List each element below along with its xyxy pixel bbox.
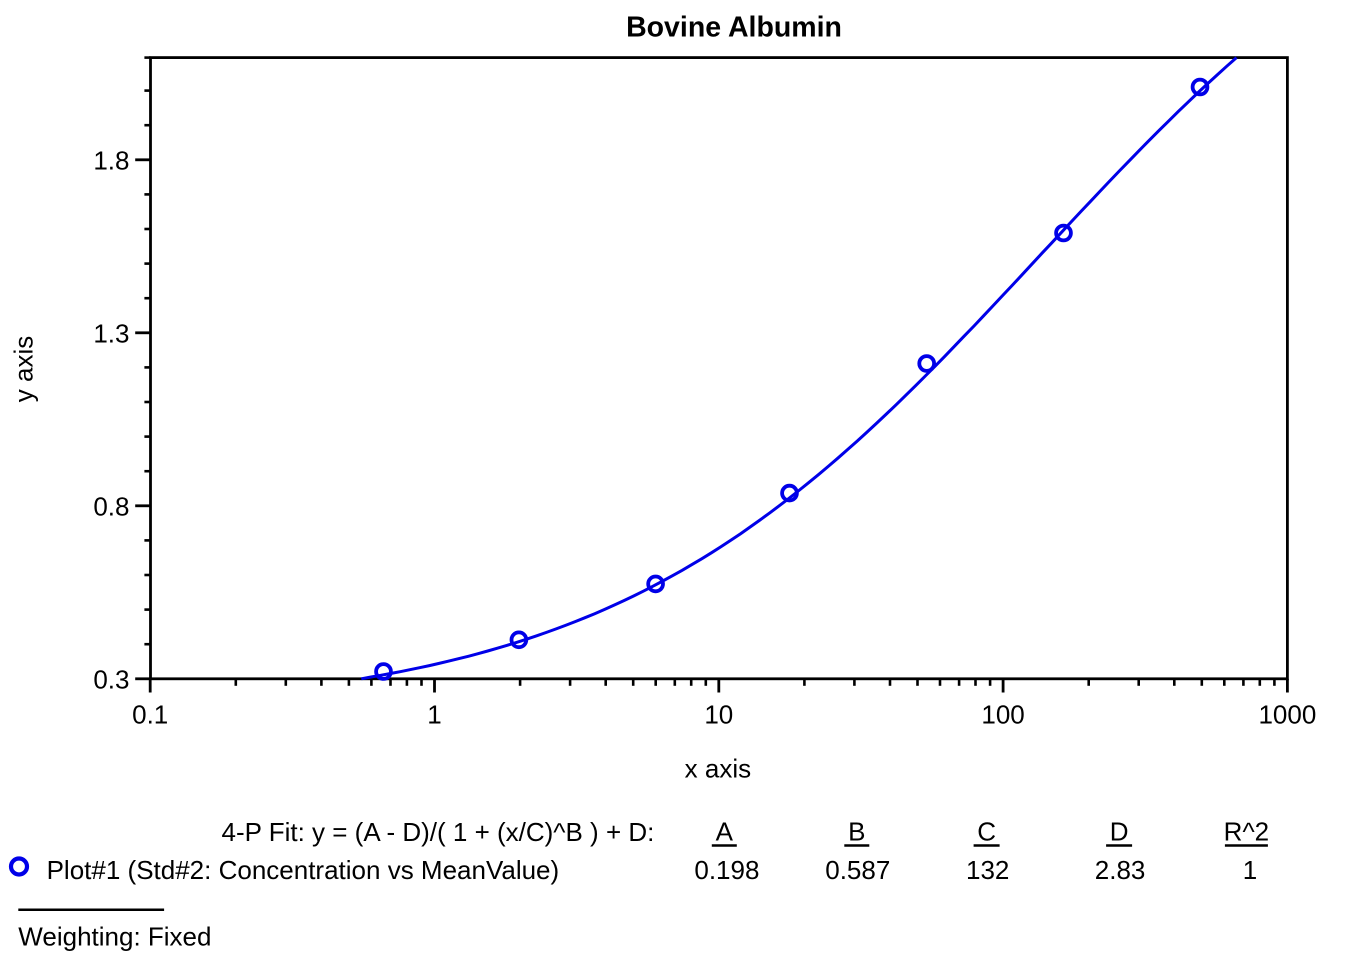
svg-text:A: A <box>716 817 734 847</box>
svg-text:Bovine Albumin: Bovine Albumin <box>626 11 842 43</box>
svg-text:4-P Fit: y = (A - D)/( 1 + (x/: 4-P Fit: y = (A - D)/( 1 + (x/C)^B ) + D… <box>222 817 655 847</box>
svg-text:C: C <box>977 817 996 847</box>
svg-text:0.1: 0.1 <box>132 700 168 730</box>
svg-text:100: 100 <box>981 700 1024 730</box>
svg-text:1.3: 1.3 <box>93 318 129 348</box>
svg-text:1: 1 <box>1243 855 1257 885</box>
svg-text:1.8: 1.8 <box>93 145 129 175</box>
svg-text:Weighting: Fixed: Weighting: Fixed <box>18 921 211 951</box>
svg-text:0.8: 0.8 <box>93 491 129 521</box>
svg-text:Plot#1 (Std#2: Concentration v: Plot#1 (Std#2: Concentration vs MeanValu… <box>47 855 560 885</box>
svg-text:1000: 1000 <box>1258 700 1316 730</box>
svg-text:R^2: R^2 <box>1224 817 1269 847</box>
svg-text:0.3: 0.3 <box>93 664 129 694</box>
svg-text:B: B <box>848 817 865 847</box>
svg-text:10: 10 <box>704 700 733 730</box>
svg-text:D: D <box>1110 817 1129 847</box>
svg-text:0.587: 0.587 <box>825 855 890 885</box>
svg-text:0.198: 0.198 <box>694 855 759 885</box>
svg-text:x axis: x axis <box>685 754 751 784</box>
svg-text:y axis: y axis <box>9 336 39 402</box>
svg-text:1: 1 <box>427 700 441 730</box>
svg-text:2.83: 2.83 <box>1095 855 1146 885</box>
svg-text:132: 132 <box>966 855 1009 885</box>
